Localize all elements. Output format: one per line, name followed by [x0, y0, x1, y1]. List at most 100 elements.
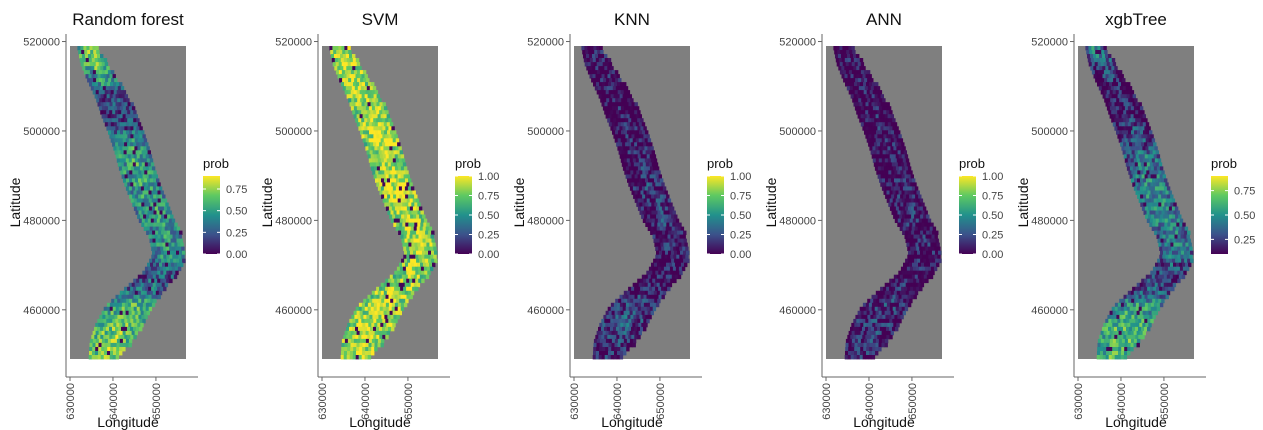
- raster-cell: [628, 318, 632, 324]
- raster-cell: [593, 70, 598, 75]
- raster-cell: [631, 154, 636, 159]
- raster-cell: [630, 314, 634, 320]
- raster-cell: [416, 282, 421, 288]
- raster-cell: [877, 174, 881, 179]
- y-tick-label: 520000: [23, 37, 60, 49]
- raster-cell: [379, 134, 383, 139]
- raster-cell: [910, 270, 914, 276]
- raster-cell: [127, 326, 131, 332]
- raster-cell: [909, 202, 913, 207]
- raster-cell: [623, 138, 628, 143]
- raster-cell: [626, 106, 631, 111]
- raster-cell: [127, 134, 131, 139]
- raster-cell: [856, 58, 861, 63]
- raster-cell: [148, 198, 153, 203]
- raster-cell: [1124, 158, 1129, 163]
- raster-cell: [869, 138, 874, 143]
- x-tick-label: 640000: [1116, 383, 1128, 420]
- raster-cell: [1127, 122, 1132, 127]
- raster-cell: [1140, 298, 1144, 304]
- raster-cell: [1177, 246, 1181, 251]
- raster-cell: [396, 210, 400, 215]
- raster-cell: [403, 294, 407, 300]
- raster-cell: [1146, 298, 1150, 304]
- raster-cell: [1126, 94, 1130, 99]
- raster-cell: [1138, 110, 1142, 115]
- raster-cell: [900, 210, 904, 215]
- raster-cell: [871, 154, 876, 159]
- raster-cell: [862, 74, 866, 79]
- raster-cell: [920, 250, 924, 256]
- raster-cell: [611, 114, 615, 119]
- raster-cell: [373, 294, 377, 300]
- raster-cell: [605, 338, 610, 344]
- raster-cell: [611, 122, 616, 127]
- raster-cell: [156, 210, 160, 215]
- raster-cell: [649, 182, 653, 187]
- raster-cell: [374, 138, 379, 143]
- raster-cell: [647, 310, 651, 316]
- raster-cell: [1127, 347, 1131, 352]
- raster-cell: [114, 130, 118, 135]
- legend-tick-label: 0.50: [478, 210, 499, 222]
- raster-cell: [851, 70, 856, 75]
- raster-cell: [667, 246, 671, 251]
- raster-cell: [155, 258, 159, 264]
- raster-cell: [158, 230, 162, 235]
- raster-cell: [914, 258, 918, 264]
- raster-cell: [116, 114, 120, 119]
- raster-cell: [850, 54, 854, 59]
- raster-cell: [339, 50, 343, 55]
- raster-cell: [880, 102, 884, 107]
- raster-cell: [128, 138, 133, 143]
- raster-cell: [683, 238, 687, 243]
- prediction-raster: [77, 46, 186, 360]
- raster-cell: [866, 70, 871, 75]
- raster-cell: [1123, 355, 1128, 360]
- raster-cell: [106, 94, 110, 99]
- raster-cell: [683, 230, 687, 235]
- raster-cell: [1135, 190, 1139, 195]
- raster-cell: [666, 242, 670, 247]
- raster-cell: [902, 226, 907, 231]
- raster-cell: [846, 50, 850, 55]
- raster-cell: [356, 106, 361, 111]
- raster-cell: [908, 290, 913, 296]
- raster-cell: [377, 122, 382, 127]
- raster-cell: [615, 298, 619, 304]
- raster-cell: [651, 218, 656, 223]
- map-panel-svm: SVM 460000 480000 500000 520000 630000 640000 6…: [252, 0, 504, 430]
- raster-cell: [144, 222, 148, 227]
- raster-cell: [1167, 242, 1171, 247]
- raster-cell: [851, 46, 855, 51]
- raster-cell: [901, 206, 906, 211]
- raster-cell: [895, 154, 900, 159]
- raster-cell: [664, 270, 668, 276]
- raster-cell: [143, 274, 148, 280]
- raster-cell: [166, 246, 170, 251]
- raster-cell: [886, 118, 890, 123]
- raster-cell: [654, 242, 658, 247]
- raster-cell: [375, 98, 379, 103]
- raster-cell: [1142, 310, 1146, 316]
- raster-cell: [617, 106, 622, 111]
- raster-cell: [900, 222, 904, 227]
- raster-cell: [1129, 154, 1134, 159]
- raster-cell: [1118, 114, 1122, 119]
- raster-cell: [911, 186, 916, 191]
- raster-cell: [626, 290, 631, 296]
- raster-cell: [127, 306, 132, 312]
- raster-cell: [141, 170, 145, 175]
- raster-cell: [630, 130, 634, 135]
- raster-cell: [621, 314, 625, 320]
- raster-cell: [683, 250, 687, 256]
- raster-cell: [355, 110, 359, 115]
- raster-cell: [369, 98, 373, 103]
- raster-cell: [406, 174, 410, 179]
- raster-cell: [629, 146, 633, 151]
- raster-cell: [356, 351, 360, 356]
- raster-cell: [390, 210, 394, 215]
- raster-cell: [363, 86, 368, 91]
- raster-cell: [651, 178, 655, 183]
- raster-cell: [133, 286, 137, 292]
